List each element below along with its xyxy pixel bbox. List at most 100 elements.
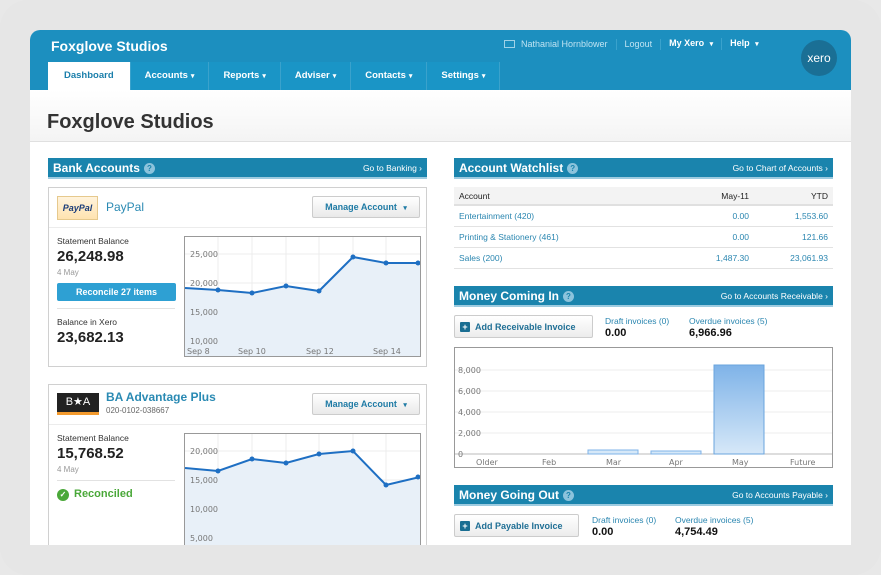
draft-value: 0.00 [592,526,614,538]
help-icon[interactable]: ? [567,163,579,174]
svg-text:May: May [732,458,749,467]
ba-logo: B★A [57,393,99,415]
paypal-account-card: PayPal PayPal Manage Account ▾ Statement… [48,187,427,367]
manage-account-button[interactable]: Manage Account ▾ [312,196,420,218]
user-nav: Nathanial Hornblower Logout My Xero ▾ He… [496,38,767,50]
svg-text:Sep 12: Sep 12 [306,347,334,356]
chevron-down-icon: ▾ [481,73,486,80]
bank-name[interactable]: BA Advantage Plus [106,390,216,404]
panel-title: Money Coming In [459,289,559,303]
chevron-down-icon: ▾ [408,73,413,80]
plus-icon: + [460,322,470,332]
panel-title: Account Watchlist [459,161,564,175]
panel-title: Bank Accounts [53,161,140,175]
main-tabs: Dashboard Accounts ▾ Reports ▾ Adviser ▾ Co… [48,62,501,90]
go-to-chart-of-accounts-link[interactable]: Go to Chart of Accounts › [732,163,828,173]
help-menu[interactable]: Help ▾ [730,38,759,48]
bank-accounts-header: Bank Accounts? Go to Banking › [48,158,427,179]
svg-text:15,000: 15,000 [190,308,218,317]
svg-text:20,000: 20,000 [190,447,218,456]
statement-balance: 15,768.52 [57,445,124,462]
draft-invoices-link[interactable]: Draft invoices (0) [592,515,657,525]
user-link[interactable]: Nathanial Hornblower [496,38,617,50]
svg-text:4,000: 4,000 [458,408,481,417]
watchlist-header: Account Watchlist? Go to Chart of Accoun… [454,158,833,179]
table-row[interactable]: Sales (200) 1,487.30 23,061.93 [454,247,833,269]
svg-text:10,000: 10,000 [190,337,218,346]
help-icon[interactable]: ? [563,291,574,302]
paypal-balance-chart: 25,000 20,000 15,000 10,000 Sep 8 Sep 10 Sep … [184,236,421,357]
tab-dashboard[interactable]: Dashboard [48,62,131,90]
app-window: Foxglove Studios Nathanial Hornblower Lo… [30,30,851,545]
go-to-receivable-link[interactable]: Go to Accounts Receivable › [720,291,828,301]
chevron-down-icon: ▾ [709,41,714,48]
statement-balance-label: Statement Balance [57,236,129,246]
table-row[interactable]: Printing & Stationery (461) 0.00 121.66 [454,226,833,248]
check-circle-icon: ✓ [57,489,69,501]
draft-value: 0.00 [605,327,627,339]
plus-icon: + [460,521,470,531]
go-to-banking-link[interactable]: Go to Banking › [362,163,422,173]
bank-name[interactable]: PayPal [106,200,145,214]
table-row[interactable]: Entertainment (420) 0.00 1,553.60 [454,205,833,227]
manage-account-button[interactable]: Manage Account ▾ [312,393,420,415]
overdue-value: 4,754.49 [675,526,718,538]
xero-balance-label: Balance in Xero [57,317,118,327]
watchlist-table: Account May-11 YTD Entertainment (420) 0.… [454,187,833,269]
tab-settings[interactable]: Settings ▾ [427,62,501,90]
svg-text:10,000: 10,000 [190,505,218,514]
tab-adviser[interactable]: Adviser ▾ [280,62,352,90]
svg-text:25,000: 25,000 [190,250,218,259]
svg-text:Feb: Feb [542,458,556,467]
statement-date: 4 May [57,465,79,474]
reconcile-button[interactable]: Reconcile 27 items [57,283,176,301]
paypal-logo: PayPal [57,196,98,220]
help-icon[interactable]: ? [143,163,155,174]
chevron-down-icon: ▾ [755,41,759,48]
chevron-down-icon: ▾ [190,73,195,80]
svg-text:Sep 10: Sep 10 [238,347,266,356]
account-number: 020-0102-038667 [106,406,170,415]
tab-reports[interactable]: Reports ▾ [209,62,281,90]
chevron-down-icon: ▾ [332,73,337,80]
logout-link[interactable]: Logout [617,38,662,50]
statement-balance-label: Statement Balance [57,433,129,443]
org-name[interactable]: Foxglove Studios [51,38,168,54]
tab-accounts[interactable]: Accounts ▾ [130,62,210,90]
mail-icon [504,40,515,49]
panel-title: Money Going Out [459,488,559,502]
money-out-header: Money Going Out? Go to Accounts Payable … [454,485,833,506]
my-xero-menu[interactable]: My Xero ▾ [661,38,723,50]
page-title: Foxglove Studios [47,111,214,133]
add-receivable-invoice-button[interactable]: + Add Receivable Invoice [454,315,593,338]
svg-text:8,000: 8,000 [458,366,481,375]
line-chart: 20,000 15,000 10,000 5,000 [184,434,421,545]
add-payable-invoice-button[interactable]: + Add Payable Invoice [454,514,579,537]
help-icon[interactable]: ? [563,490,574,501]
draft-invoices-link[interactable]: Draft invoices (0) [605,316,670,326]
ba-account-card: B★A BA Advantage Plus 020-0102-038667 Ma… [48,384,427,545]
line-chart: 25,000 20,000 15,000 10,000 Sep 8 Sep 10 Sep … [184,237,421,356]
svg-text:Apr: Apr [669,458,684,467]
overdue-value: 6,966.96 [689,327,732,339]
tab-contacts[interactable]: Contacts ▾ [351,62,428,90]
overdue-invoices-link[interactable]: Overdue invoices (5) [675,515,754,525]
bar-chart: 8,000 6,000 4,000 2,000 0 Older Feb Mar Apr May F… [455,364,832,467]
svg-text:Sep 8: Sep 8 [187,347,210,356]
chevron-down-icon: ▾ [403,402,407,409]
svg-text:2,000: 2,000 [458,429,481,438]
page-header: Foxglove Studios [30,90,851,142]
money-in-chart: 8,000 6,000 4,000 2,000 0 Older Feb Mar Apr May F… [454,347,833,468]
table-header: Account May-11 YTD [454,187,833,206]
top-bar: Foxglove Studios Nathanial Hornblower Lo… [30,30,851,90]
svg-text:15,000: 15,000 [190,476,218,485]
svg-text:20,000: 20,000 [190,279,218,288]
chevron-down-icon: ▾ [403,205,407,212]
svg-text:Older: Older [476,458,499,467]
go-to-payable-link[interactable]: Go to Accounts Payable › [732,490,828,500]
money-in-header: Money Coming In? Go to Accounts Receivab… [454,286,833,307]
overdue-invoices-link[interactable]: Overdue invoices (5) [689,316,768,326]
xero-logo[interactable]: xero [801,40,837,76]
chevron-down-icon: ▾ [262,73,266,80]
svg-text:Sep 14: Sep 14 [373,347,401,356]
